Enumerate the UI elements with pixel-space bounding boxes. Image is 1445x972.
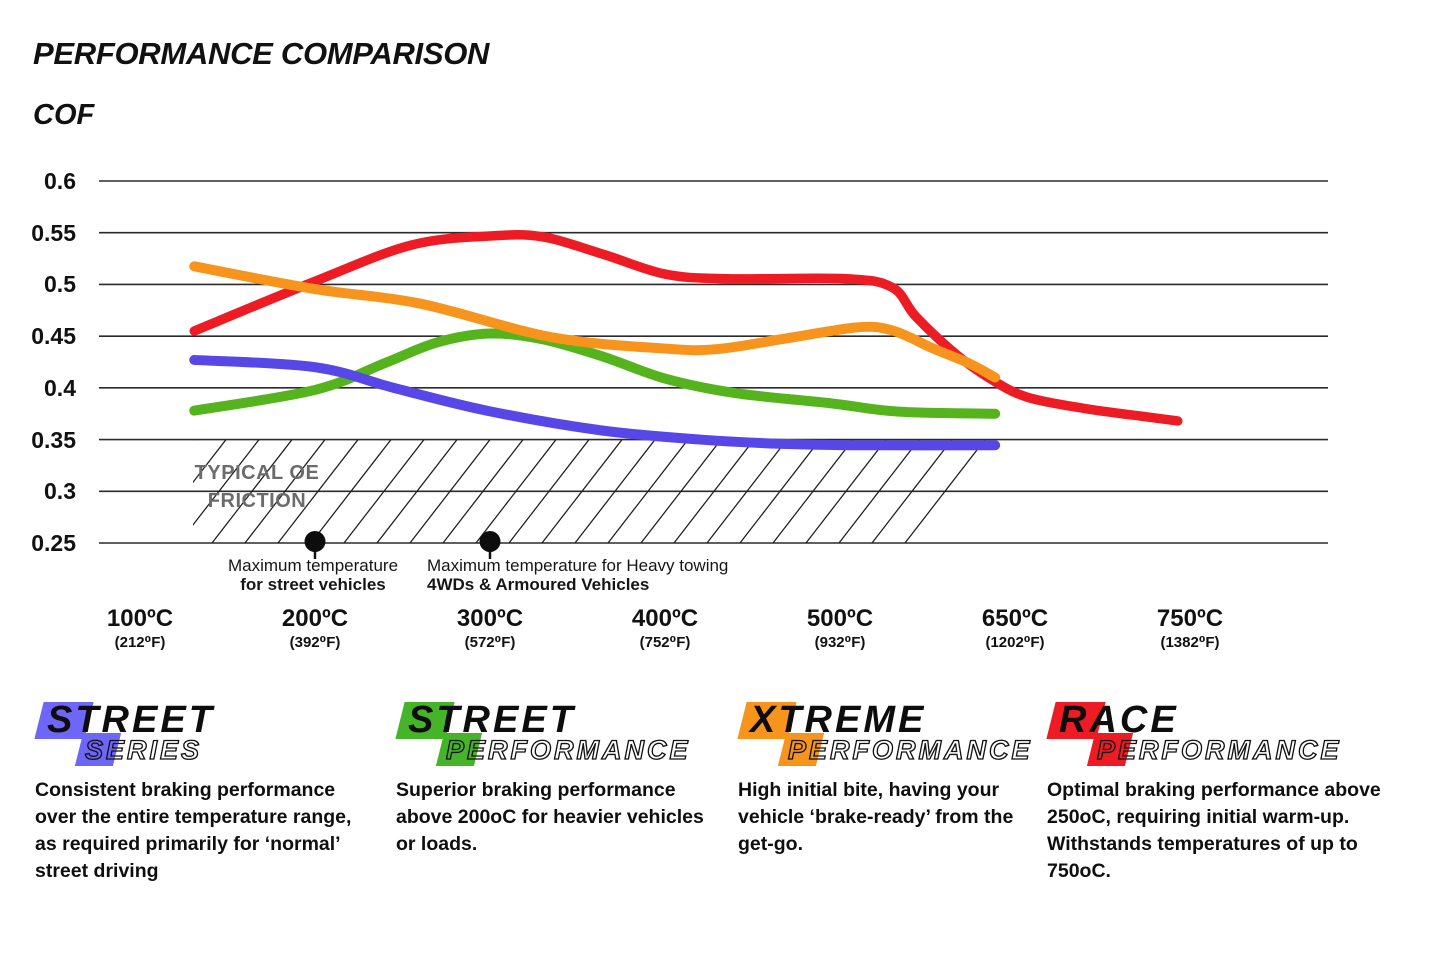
- hatch-line: [640, 439, 722, 543]
- street-performance-logo: STREET PERFORMANCE: [395, 699, 714, 772]
- hatch-line: [838, 439, 920, 543]
- marker-dot-1: [304, 531, 326, 552]
- y-tick-label: 0.5: [44, 271, 76, 298]
- series-line-street-performance: [189, 328, 1001, 419]
- marker2-line1: Maximum temperature for Heavy towing: [427, 556, 729, 575]
- x-tick-750: 750ºC (1382⁰F): [1105, 605, 1275, 652]
- hatch-line: [475, 439, 557, 543]
- y-tick-label: 0.3: [44, 478, 76, 505]
- x-tick-celsius: 400ºC: [631, 605, 699, 632]
- x-tick-fahrenheit: (392⁰F): [289, 634, 341, 651]
- marker-dot-2: [479, 531, 501, 552]
- race-performance-logo: RACE PERFORMANCE: [1046, 699, 1387, 772]
- x-tick-fahrenheit: (752⁰F): [639, 634, 691, 651]
- street-performance-description: Superior braking performance above 200oC…: [396, 779, 704, 855]
- x-tick-fahrenheit: (932⁰F): [814, 634, 866, 651]
- typical-oe-friction-label: TYPICAL OE FRICTION: [150, 459, 364, 515]
- y-axis-title: COF: [33, 99, 95, 131]
- marker2-line2: 4WDs & Armoured Vehicles: [427, 574, 650, 594]
- series-line-race-performance: [189, 230, 1183, 426]
- x-tick-fahrenheit: (572⁰F): [464, 634, 516, 651]
- y-tick-label: 0.6: [44, 168, 76, 194]
- marker-label-heavy-towing: Maximum temperature for Heavy towing 4WD…: [427, 556, 747, 594]
- hatch-line: [442, 439, 524, 543]
- x-tick-fahrenheit: (1382⁰F): [1160, 634, 1220, 651]
- race-performance-word2: PERFORMANCE: [1096, 735, 1342, 765]
- y-tick-label: 0.55: [31, 219, 76, 246]
- street-performance-word2: PERFORMANCE: [445, 735, 691, 765]
- street-series-word1: STREET: [47, 699, 215, 741]
- x-tick-celsius: 100ºC: [106, 605, 174, 632]
- hatch-line: [739, 439, 821, 543]
- street-series-logo: STREET SERIES: [34, 699, 365, 772]
- x-tick-celsius: 750ºC: [1156, 605, 1224, 632]
- x-tick-300: 300ºC (572⁰F): [405, 605, 575, 652]
- marker1-line1: Maximum temperature: [227, 556, 399, 575]
- street-performance-word1: STREET: [408, 699, 576, 741]
- hatch-line: [904, 439, 986, 543]
- page-title: PERFORMANCE COMPARISON: [33, 36, 490, 71]
- race-performance-description: Optimal braking performance above 250oC,…: [1047, 779, 1381, 882]
- x-tick-400: 400ºC (752⁰F): [580, 605, 750, 652]
- oe-label-line1: TYPICAL OE: [194, 462, 320, 484]
- x-tick-100: 100ºC (212⁰F): [55, 605, 225, 652]
- hatch-line: [541, 439, 623, 543]
- xtreme-performance-description: High initial bite, having your vehicle ‘…: [738, 779, 1014, 855]
- hatch-line: [673, 439, 755, 543]
- hatch-line: [607, 439, 689, 543]
- street-series-word2: SERIES: [84, 735, 203, 765]
- y-tick-label: 0.45: [31, 323, 76, 350]
- hatch-line: [937, 439, 997, 543]
- hatch-line: [508, 439, 590, 543]
- x-tick-200: 200ºC (392⁰F): [230, 605, 400, 652]
- oe-label-line2: FRICTION: [207, 490, 307, 512]
- hatch-line: [409, 439, 491, 543]
- hatch-line: [574, 439, 656, 543]
- series-line-street-series: [189, 354, 1001, 451]
- y-tick-label: 0.4: [44, 374, 76, 401]
- race-performance-word1: RACE: [1059, 699, 1179, 741]
- x-tick-celsius: 650ºC: [981, 605, 1049, 632]
- marker-label-street-vehicles: Maximum temperature for street vehicles: [202, 556, 424, 594]
- series-line-xtreme-performance: [189, 261, 1001, 383]
- x-tick-celsius: 200ºC: [281, 605, 349, 632]
- xtreme-performance-word1: XTREME: [750, 699, 927, 741]
- hatch-line: [772, 439, 854, 543]
- hatch-line: [376, 439, 458, 543]
- hatch-line: [871, 439, 953, 543]
- hatch-line: [970, 439, 997, 543]
- xtreme-performance-word2: PERFORMANCE: [787, 735, 1033, 765]
- x-tick-650: 650ºC (1202⁰F): [930, 605, 1100, 652]
- x-tick-fahrenheit: (1202⁰F): [985, 634, 1045, 651]
- x-tick-500: 500ºC (932⁰F): [755, 605, 925, 652]
- x-tick-fahrenheit: (212⁰F): [114, 634, 166, 651]
- street-series-description: Consistent braking performance over the …: [35, 779, 352, 882]
- y-tick-label: 0.35: [31, 426, 76, 453]
- marker1-line2: for street vehicles: [240, 574, 386, 594]
- x-tick-celsius: 300ºC: [456, 605, 524, 632]
- x-tick-celsius: 500ºC: [806, 605, 874, 632]
- y-tick-label: 0.25: [31, 529, 76, 556]
- hatch-line: [805, 439, 887, 543]
- xtreme-performance-logo: XTREME PERFORMANCE: [737, 699, 1033, 772]
- hatch-line: [706, 439, 788, 543]
